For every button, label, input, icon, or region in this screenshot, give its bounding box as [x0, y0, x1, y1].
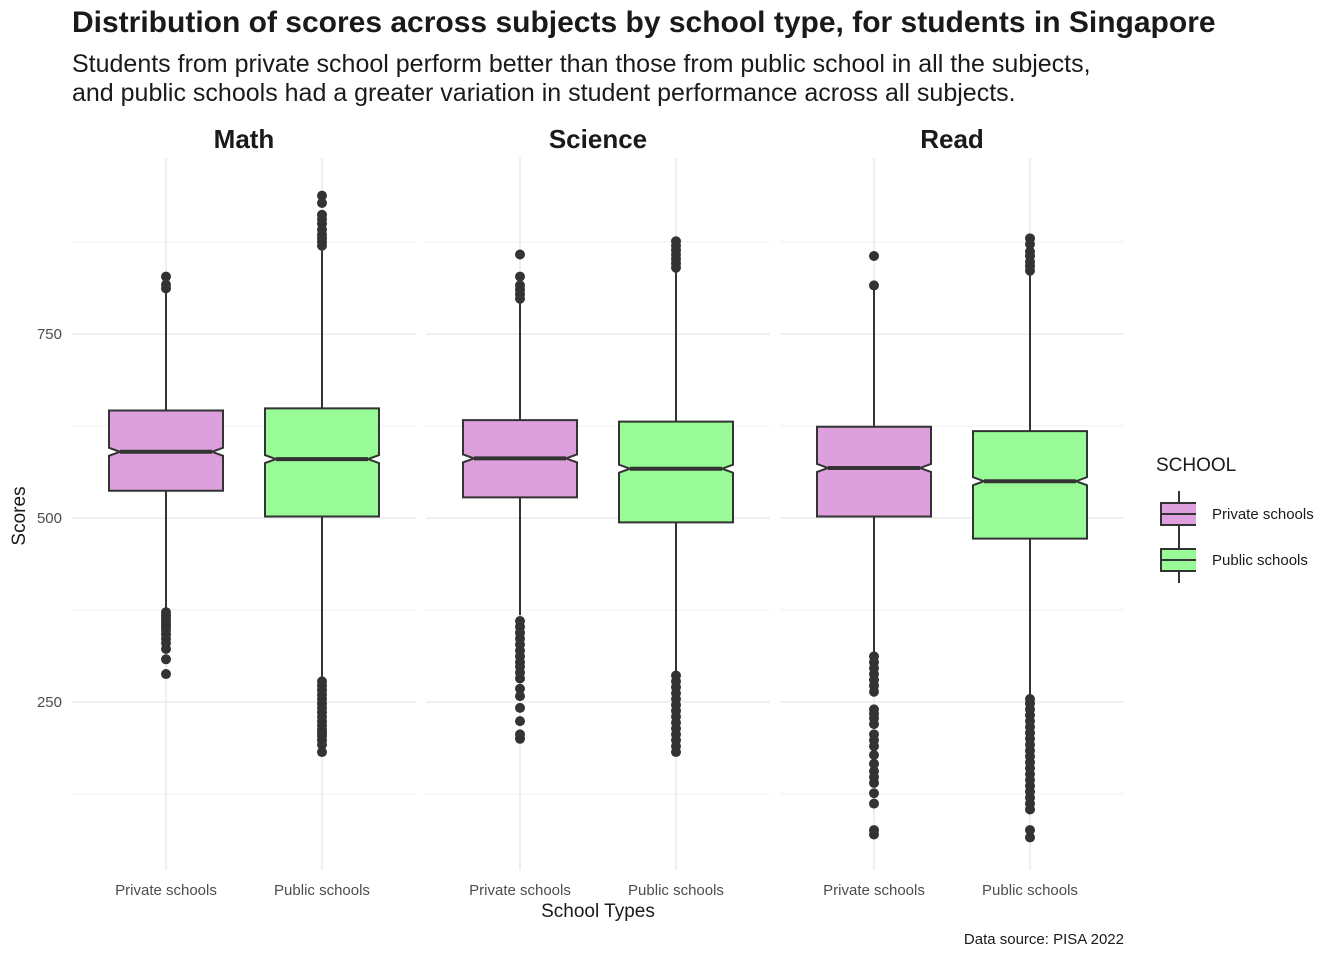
outlier-point: [161, 279, 171, 290]
subtitle-line-2: and public schools had a greater variati…: [72, 79, 1016, 107]
facet-math: Math Private schools Public schools: [72, 124, 416, 899]
outlier-point: [515, 702, 525, 713]
outlier-point: [869, 798, 879, 809]
facet-title-science: Science: [549, 124, 647, 154]
outlier-point: [515, 280, 525, 291]
legend-item-public: Public schools: [1156, 537, 1314, 583]
outlier-point: [515, 249, 525, 260]
outlier-point: [515, 729, 525, 740]
chart-title: Distribution of scores across subjects b…: [72, 6, 1216, 39]
y-tick-label-500: 500: [37, 510, 62, 527]
x-tick-label-math-private-schools: Private schools: [115, 882, 217, 899]
boxplot-read-private-schools: [816, 250, 932, 840]
outlier-point: [869, 749, 879, 760]
outlier-point: [317, 197, 327, 208]
outlier-point: [161, 654, 171, 665]
outlier-point: [515, 691, 525, 702]
outlier-point: [515, 616, 525, 627]
outlier-point: [869, 729, 879, 740]
chart-subtitle: Students from private school perform bet…: [72, 50, 1272, 108]
outlier-point: [317, 209, 327, 220]
outlier-point: [869, 651, 879, 662]
legend-label-private: Private schools: [1212, 505, 1314, 523]
data-source-caption: Data source: PISA 2022: [963, 931, 1124, 948]
facet-read: Read Private schools Public schools: [780, 124, 1124, 899]
outlier-point: [671, 670, 681, 681]
legend-item-private: Private schools: [1156, 491, 1314, 537]
x-tick-label-science-private-schools: Private schools: [469, 882, 571, 899]
boxplot-science-public-schools: [618, 236, 734, 758]
x-axis-title: School Types: [541, 901, 655, 922]
outlier-point: [317, 676, 327, 687]
legend: SCHOOL Private schools Public schools: [1156, 455, 1314, 583]
outlier-point: [1025, 825, 1035, 836]
outlier-point: [869, 250, 879, 261]
y-tick-label-250: 250: [37, 694, 62, 711]
outlier-point: [515, 271, 525, 282]
outlier-point: [869, 825, 879, 836]
boxplot-math-public-schools: [264, 190, 380, 758]
outlier-point: [1025, 832, 1035, 843]
y-axis-title: Scores: [9, 486, 30, 546]
box-science-public-schools: [618, 420, 734, 524]
subtitle-line-1: Students from private school perform bet…: [72, 50, 1091, 78]
boxplot-science-private-schools: [462, 249, 578, 744]
x-tick-label-read-public-schools: Public schools: [982, 882, 1078, 899]
x-tick-label-math-public-schools: Public schools: [274, 882, 370, 899]
outlier-point: [1025, 233, 1035, 244]
outlier-point: [317, 190, 327, 201]
outlier-point: [869, 280, 879, 291]
outlier-point: [869, 766, 879, 777]
box-read-private-schools: [816, 425, 932, 518]
legend-title: SCHOOL: [1156, 455, 1237, 476]
facet-science: Science Private schools Public schools: [426, 124, 770, 899]
outlier-point: [161, 271, 171, 282]
outlier-point: [869, 788, 879, 799]
outlier-point: [869, 704, 879, 715]
boxplot-read-public-schools: [972, 233, 1088, 843]
outlier-point: [1025, 246, 1035, 257]
outlier-point: [161, 669, 171, 680]
box-math-public-schools: [264, 407, 380, 518]
legend-key-private: [1156, 491, 1198, 537]
outlier-point: [671, 236, 681, 247]
outlier-point: [161, 607, 171, 618]
facet-title-read: Read: [920, 124, 984, 154]
outlier-point: [515, 683, 525, 694]
y-tick-label-750: 750: [37, 326, 62, 343]
outlier-point: [869, 758, 879, 769]
outlier-point: [1025, 694, 1035, 705]
facet-title-math: Math: [214, 124, 275, 154]
legend-label-public: Public schools: [1212, 551, 1308, 569]
x-tick-label-read-private-schools: Private schools: [823, 882, 925, 899]
x-tick-label-science-public-schools: Public schools: [628, 882, 724, 899]
legend-key-public: [1156, 537, 1198, 583]
box-read-public-schools: [972, 430, 1088, 540]
outlier-point: [317, 747, 327, 758]
boxplot-math-private-schools: [108, 271, 224, 680]
outlier-point: [515, 716, 525, 727]
